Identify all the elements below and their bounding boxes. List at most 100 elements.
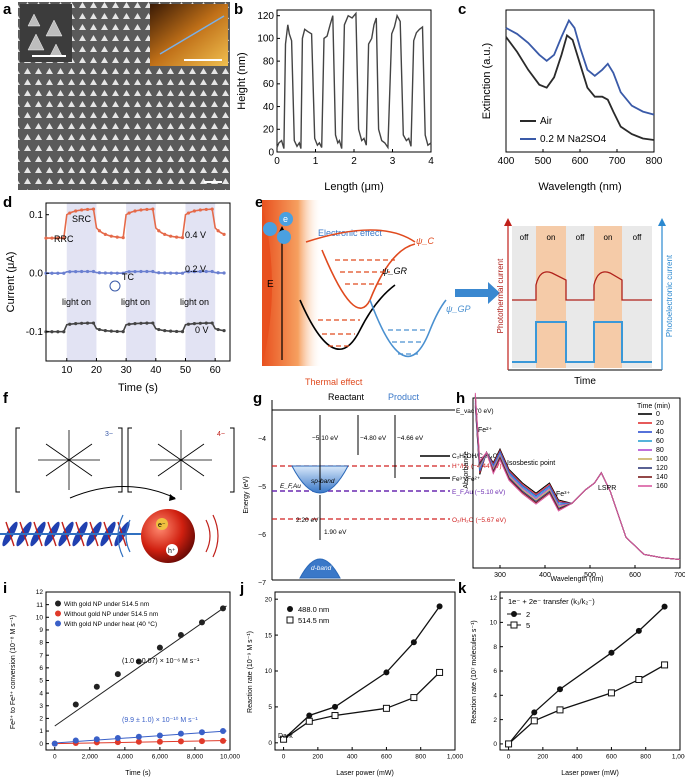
y-tick-label: 6 [493, 668, 497, 675]
h-xlabel: Wavelength (nm) [550, 576, 603, 583]
j-point-square [280, 735, 288, 743]
x-tick-label: 800 [646, 156, 663, 167]
e-state-window-0 [512, 226, 536, 368]
j-ylabel: Reaction rate (10⁻⁹ M s⁻¹) [247, 631, 254, 713]
j-point-circle [436, 603, 443, 610]
g-ytick-4: −4 [258, 436, 266, 443]
d-point [186, 322, 191, 326]
c-legend-na2so4: 0.2 M Na2SO4 [540, 134, 607, 145]
d-point [103, 329, 107, 333]
panel-label-e: e [255, 194, 263, 211]
j-xlabel: Laser power (mW) [336, 770, 394, 777]
x-tick-label: 600 [629, 572, 641, 579]
y-tick-label: 8 [493, 644, 497, 651]
j-legend-488: 488.0 nm [298, 605, 329, 614]
j-point-circle [383, 669, 390, 676]
e-photothermal-label: Photothermal current [496, 258, 505, 333]
i-fit-label-1: (1.0 ± 0.07) × 10⁻⁶ M s⁻¹ [122, 658, 200, 665]
x-tick-label: 800 [415, 754, 426, 761]
d-point [56, 271, 60, 275]
e-state-label-4: off [633, 233, 643, 242]
j-point-square [436, 668, 444, 676]
d-point [186, 270, 191, 274]
panel-i-conversion: 0 2,000 4,000 6,000 8,000 10,0000123456789101… [10, 589, 240, 777]
j-point-square [382, 704, 390, 712]
x-tick-label: 1,000 [447, 754, 464, 761]
i-point-s0 [177, 631, 184, 638]
k-ylabel: Reaction rate (10⁷ molecules s⁻¹) [471, 620, 478, 724]
h-series-line-3 [474, 401, 681, 560]
x-tick-label: 4,000 [117, 754, 134, 761]
i-point-s0 [156, 644, 163, 651]
h-lspr-label: LSPR [598, 485, 616, 492]
b-xlabel: Length (μm) [324, 181, 384, 193]
x-tick-label: 200 [537, 754, 548, 761]
j-series-line-0 [283, 606, 441, 740]
y-tick-label: 80 [263, 56, 275, 67]
h-legend-label-6: 120 [656, 465, 668, 472]
d-point [115, 329, 119, 334]
y-tick-label: 1 [39, 728, 43, 735]
h-legend-title: Time (min) [637, 403, 670, 410]
y-tick-label: 10 [490, 620, 498, 627]
h-legend-label-5: 100 [656, 456, 668, 463]
x-tick-label: 0 [53, 754, 57, 761]
h-legend-label-3: 60 [656, 438, 664, 445]
e-reactant: Reactant [328, 392, 365, 402]
d-point [85, 269, 90, 274]
d-point [133, 269, 137, 274]
y-tick-label: 2 [493, 717, 497, 724]
y-tick-label: 0.1 [29, 210, 43, 221]
d-point [151, 207, 155, 211]
g-sp-band: sp-band [311, 478, 335, 485]
j-point-circle [332, 703, 338, 710]
d-point [127, 270, 131, 274]
i-point-s2 [198, 729, 205, 736]
j-legend-5145: 514.5 nm [298, 616, 329, 625]
d-point [50, 330, 54, 334]
y-tick-label: -0.1 [26, 327, 44, 338]
g-level-vac: E_vac (0 eV) [456, 408, 494, 415]
g-ytick-5: −5 [258, 484, 266, 491]
d-point [139, 208, 143, 212]
d-point [180, 236, 185, 240]
x-tick-label: 500 [535, 156, 552, 167]
d-point [127, 211, 131, 215]
i-fit-label-2: (9.9 ± 1.0) × 10⁻¹⁰ M s⁻¹ [122, 716, 198, 724]
d-point [109, 329, 113, 333]
e-psi-gr: ψ_GR [382, 266, 408, 276]
d-point [192, 209, 196, 213]
d-point [103, 271, 107, 275]
d-point [91, 321, 96, 325]
x-tick-label: 40 [150, 365, 162, 376]
f-hole: h⁺ [168, 548, 176, 555]
y-tick-label: 60 [263, 79, 275, 90]
x-tick-label: 800 [640, 754, 651, 761]
g-gap-5: 1.90 eV [324, 529, 347, 536]
d-point [133, 322, 137, 326]
d-point [115, 271, 119, 275]
d-point [62, 330, 66, 334]
d-point [163, 271, 167, 275]
d-point [163, 329, 167, 333]
e-energy-axis: E [267, 279, 274, 290]
x-tick-label: 20 [91, 365, 103, 376]
e-state-label-0: off [520, 233, 530, 242]
k-point-square [556, 706, 564, 714]
x-tick-label: 2 [351, 156, 357, 167]
g-gap-3: −4.66 eV [397, 435, 424, 442]
h-ylabel: Absorbance [463, 451, 470, 488]
panel-h-absorbance: 300 400 500 600 700 0 20 40 60 80 100 120 140 160 Ti… [463, 392, 685, 583]
y-tick-label: 20 [263, 125, 275, 136]
j-point-square [410, 694, 418, 702]
y-tick-label: 4 [493, 692, 497, 699]
x-tick-label: 400 [347, 754, 358, 761]
i-legend-marker-1 [55, 610, 61, 617]
d-point [109, 234, 113, 238]
x-tick-label: 4 [428, 156, 434, 167]
i-point-s1 [177, 738, 184, 745]
d-point [216, 327, 220, 332]
panel-label-j: j [239, 580, 244, 597]
d-point [85, 321, 90, 325]
i-legend-marker-0 [55, 600, 61, 607]
